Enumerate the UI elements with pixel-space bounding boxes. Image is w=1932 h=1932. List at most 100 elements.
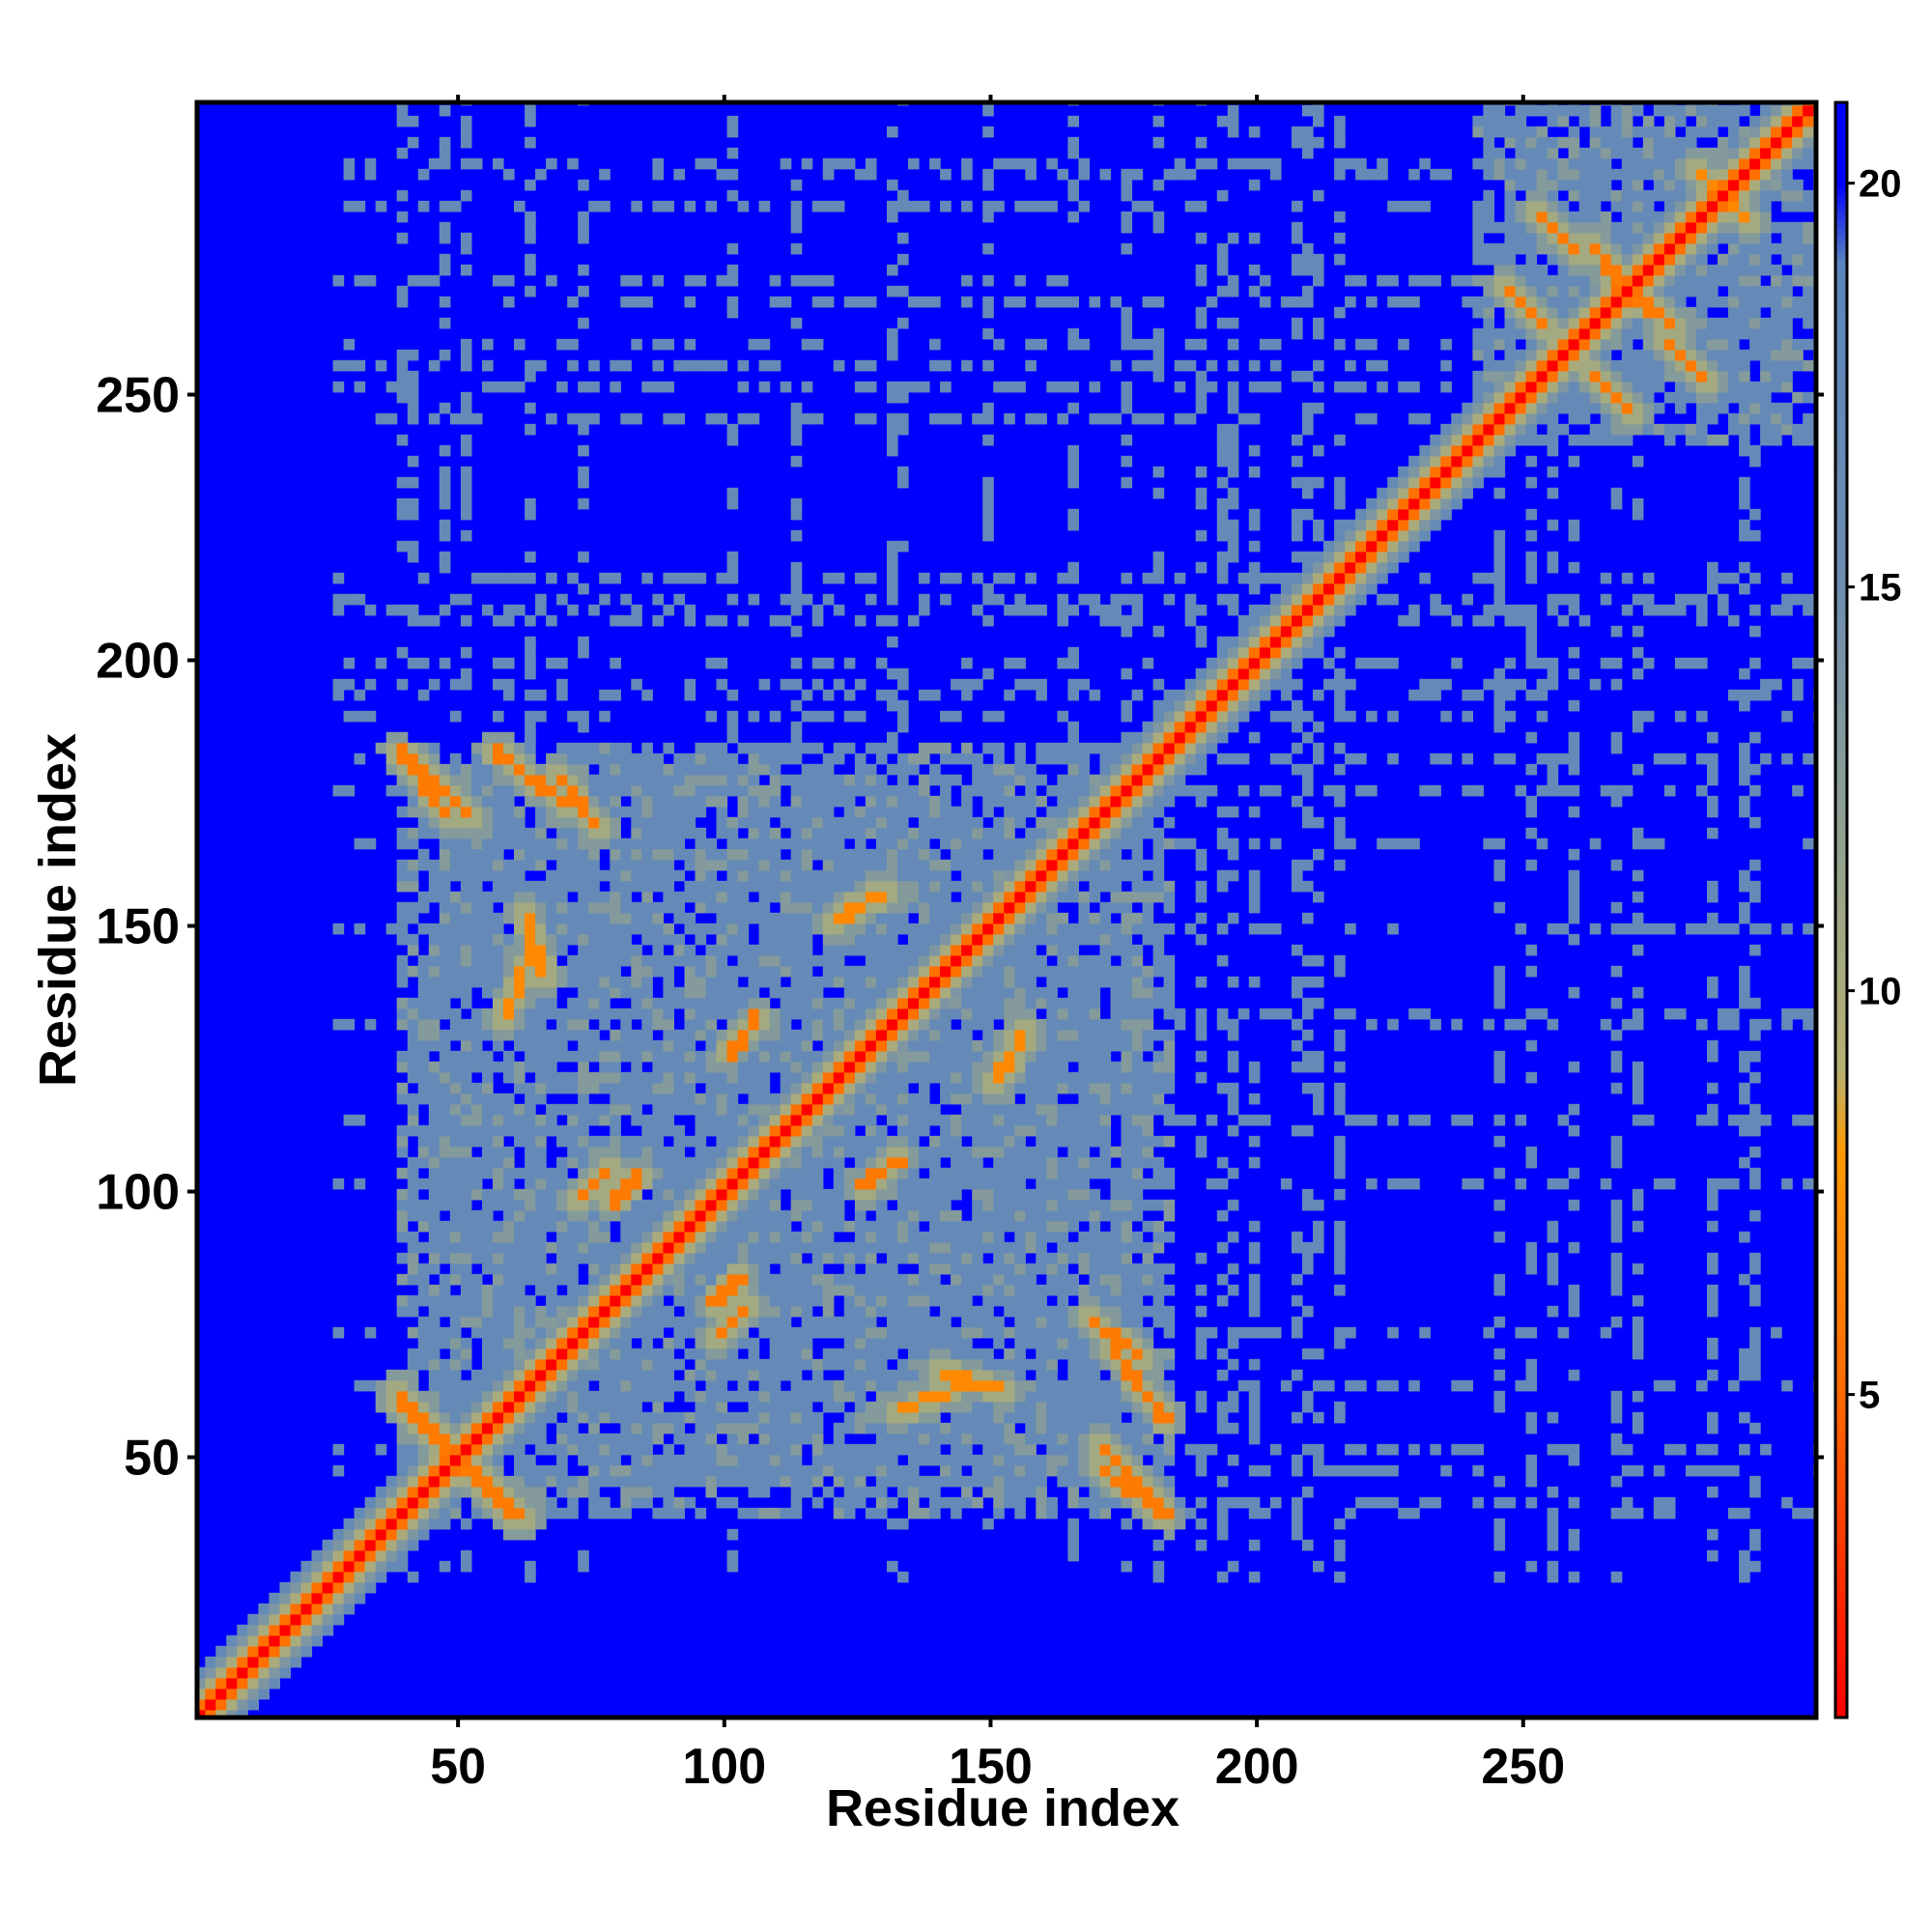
heatmap-cell (652, 1454, 664, 1466)
heatmap-cell (439, 349, 451, 361)
heatmap-cell (503, 933, 515, 946)
heatmap-cell (663, 848, 674, 861)
heatmap-cell (854, 869, 867, 882)
heatmap-cell (1057, 604, 1068, 616)
heatmap-cell (385, 784, 398, 797)
heatmap-cell (897, 1039, 909, 1052)
heatmap-cell (610, 689, 621, 701)
heatmap-cell (652, 168, 664, 181)
heatmap-cell (758, 1358, 771, 1371)
heatmap-cell (951, 1390, 962, 1403)
heatmap-cell (716, 976, 728, 988)
heatmap-cell (684, 1326, 696, 1339)
heatmap-cell (493, 1241, 504, 1254)
heatmap-cell (428, 1379, 440, 1392)
heatmap-cell (780, 838, 792, 850)
heatmap-cell (897, 1518, 909, 1530)
heatmap-cell (801, 1316, 813, 1328)
heatmap-cell (940, 1401, 952, 1413)
heatmap-cell (439, 1039, 451, 1052)
heatmap-cell (610, 1188, 621, 1201)
heatmap-cell (652, 1390, 664, 1403)
heatmap-cell (854, 1305, 867, 1318)
heatmap-cell (705, 859, 718, 871)
heatmap-cell (503, 1156, 515, 1169)
heatmap-cell (364, 1326, 377, 1339)
heatmap-cell (364, 1581, 377, 1594)
heatmap-cell (578, 1379, 589, 1392)
heatmap-cell (854, 912, 867, 924)
heatmap-cell (567, 1082, 579, 1094)
heatmap-cell (407, 274, 419, 287)
heatmap-cell (716, 1369, 728, 1381)
heatmap-cell (726, 561, 739, 574)
heatmap-cell (695, 1103, 707, 1116)
heatmap-cell (1046, 1231, 1058, 1243)
heatmap-cell (758, 1507, 771, 1520)
heatmap-cell (1046, 1252, 1058, 1264)
heatmap-cell (641, 1443, 653, 1456)
heatmap-cell (843, 997, 856, 1009)
heatmap-cell (493, 1199, 504, 1211)
heatmap-cell (546, 412, 557, 425)
heatmap-cell (673, 784, 685, 797)
heatmap-cell (887, 923, 898, 935)
heatmap-cell (428, 1464, 440, 1477)
heatmap-cell (758, 1326, 771, 1339)
heatmap-cell (897, 869, 909, 882)
heatmap-cell (897, 710, 909, 723)
heatmap-cell (439, 1284, 451, 1296)
heatmap-cell (684, 1411, 696, 1424)
heatmap-cell (865, 848, 877, 861)
heatmap-cell (620, 1039, 632, 1052)
heatmap-cell (375, 1560, 387, 1573)
heatmap-cell (684, 954, 696, 967)
heatmap-cell (449, 710, 462, 723)
heatmap-cell (716, 1039, 728, 1052)
heatmap-cell (887, 1156, 898, 1169)
heatmap-cell (769, 848, 781, 861)
heatmap-cell (567, 912, 579, 924)
heatmap-cell (993, 1093, 1005, 1105)
heatmap-cell (897, 784, 909, 797)
heatmap-cell (854, 678, 867, 691)
heatmap-cell (769, 359, 781, 372)
heatmap-cell (514, 880, 526, 893)
heatmap-cell (684, 1167, 696, 1179)
heatmap-cell (758, 869, 771, 882)
heatmap-cell (769, 923, 781, 935)
heatmap-cell (822, 1188, 835, 1201)
heatmap-cell (790, 1454, 803, 1466)
heatmap-cell (417, 1316, 430, 1328)
heatmap-cell (961, 168, 973, 181)
heatmap-cell (993, 593, 1005, 606)
heatmap-cell (875, 1103, 888, 1116)
heatmap-cell (780, 1241, 792, 1254)
heatmap-cell (482, 1252, 494, 1264)
heatmap-cell (716, 912, 728, 924)
heatmap-cell (961, 1326, 973, 1339)
heatmap-cell (833, 604, 845, 616)
heatmap-cell (396, 1549, 409, 1562)
heatmap-cell (428, 1114, 440, 1126)
heatmap-cell (620, 986, 632, 999)
heatmap-cell (449, 795, 462, 808)
heatmap-cell (332, 572, 345, 584)
heatmap-cell (599, 1411, 611, 1424)
heatmap-cell (854, 1209, 867, 1222)
heatmap-cell (843, 1124, 856, 1137)
heatmap-cell (684, 795, 696, 808)
heatmap-cell (1057, 572, 1068, 584)
heatmap-cell (833, 1326, 845, 1339)
heatmap-cell (1057, 954, 1068, 967)
heatmap-cell (982, 593, 994, 606)
heatmap-cell (822, 806, 835, 818)
heatmap-cell (684, 1082, 696, 1094)
heatmap-cell (897, 1316, 909, 1328)
heatmap-cell (652, 1241, 664, 1254)
heatmap-cell (684, 1433, 696, 1445)
heatmap-cell (610, 774, 621, 786)
heatmap-cell (449, 965, 462, 978)
heatmap-cell (865, 359, 877, 372)
heatmap-cell (1057, 381, 1068, 393)
